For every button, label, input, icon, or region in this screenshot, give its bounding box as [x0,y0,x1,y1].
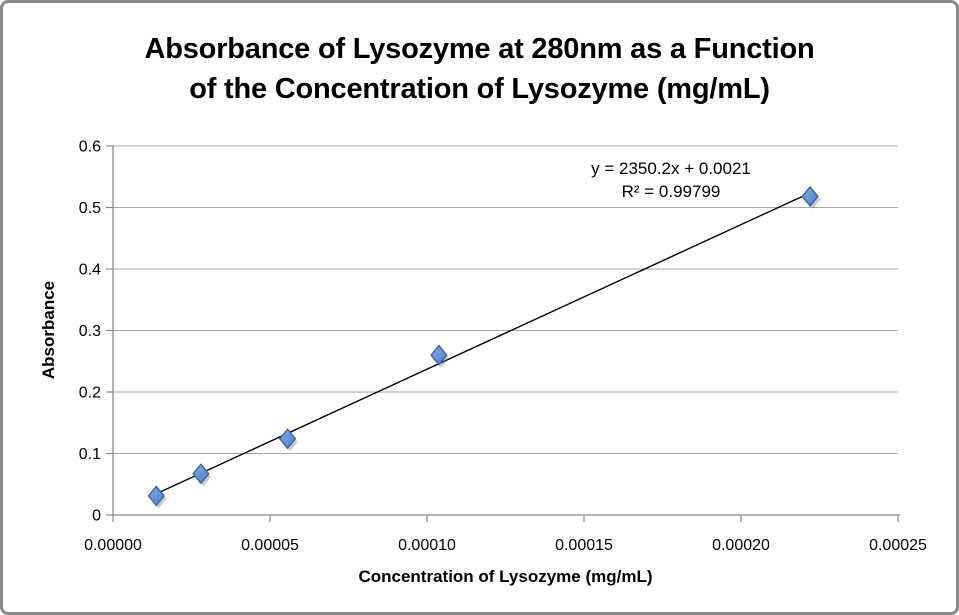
data-point-marker [192,463,210,485]
chart-title: Absorbance of Lysozyme at 280nm as a Fun… [3,29,956,109]
y-tick-label: 0.1 [79,446,101,463]
chart-title-line-1: Absorbance of Lysozyme at 280nm as a Fun… [144,33,815,65]
data-point-marker [278,428,297,450]
trendline-equation-label: y = 2350.2x + 0.0021 [591,159,751,178]
y-tick-label: 0.4 [79,262,101,279]
y-tick-label: 0.2 [79,385,101,402]
y-tick-label: 0 [92,508,101,525]
y-tick-label: 0.6 [79,139,101,156]
x-tick-label: 0.00000 [84,537,142,554]
x-tick-label: 0.00020 [712,537,770,554]
data-point-marker [430,344,448,366]
x-tick-label: 0.00025 [869,537,927,554]
y-axis-title: Absorbance [39,280,58,380]
x-axis-title: Concentration of Lysozyme (mg/mL) [358,567,653,586]
trendline-r-squared-label: R² = 0.99799 [621,182,721,201]
data-point-marker [801,185,819,208]
scatter-plot-canvas: 0 0.1 0.2 0.3 0.4 0.5 0.6 0.00000 0.00005 0.00010… [79,139,927,555]
x-tick-label: 0.00005 [241,537,299,554]
x-tick-label: 0.00010 [398,537,456,554]
y-tick-label: 0.5 [79,200,101,217]
y-tick-label: 0.3 [79,323,101,340]
chart-title-line-2: of the Concentration of Lysozyme (mg/mL) [189,73,770,105]
x-tick-label: 0.00015 [555,537,613,554]
data-point-marker [147,485,166,507]
trendline [156,192,811,495]
